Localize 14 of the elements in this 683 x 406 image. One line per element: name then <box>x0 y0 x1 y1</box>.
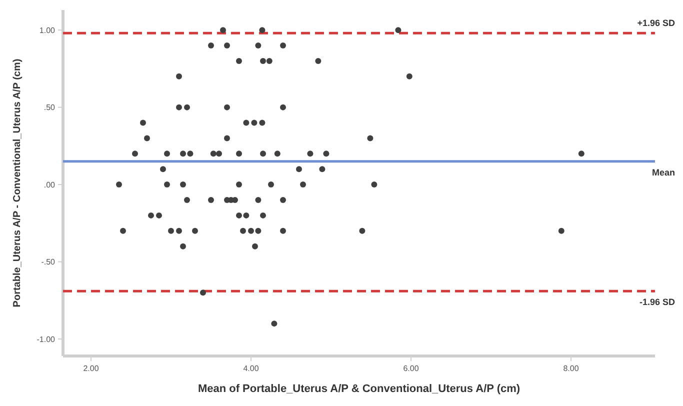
x-axis-title: Mean of Portable_Uterus A/P & Conventional_Uterus A/P (cm) <box>198 383 520 395</box>
x-tick-label: 6.00 <box>403 364 420 373</box>
y-axis-title: Portable_Uterus A/P - Conventional_Uterus A/P (cm) <box>12 58 23 308</box>
y-tick-label: .50 <box>44 103 56 112</box>
x-tick-label: 2.00 <box>83 364 100 373</box>
ref-line-label: -1.96 SD <box>639 297 676 308</box>
y-tick-label: 1.00 <box>39 26 56 35</box>
x-tick-label: 8.00 <box>563 364 580 373</box>
ref-line-label: Mean <box>652 167 675 178</box>
y-tick-label: .00 <box>44 180 56 190</box>
y-tick-label: -.50 <box>41 258 56 267</box>
x-tick-label: 4.00 <box>243 364 260 373</box>
y-tick-label: -1.00 <box>36 334 56 344</box>
ref-line-label: +1.96 SD <box>637 18 676 28</box>
